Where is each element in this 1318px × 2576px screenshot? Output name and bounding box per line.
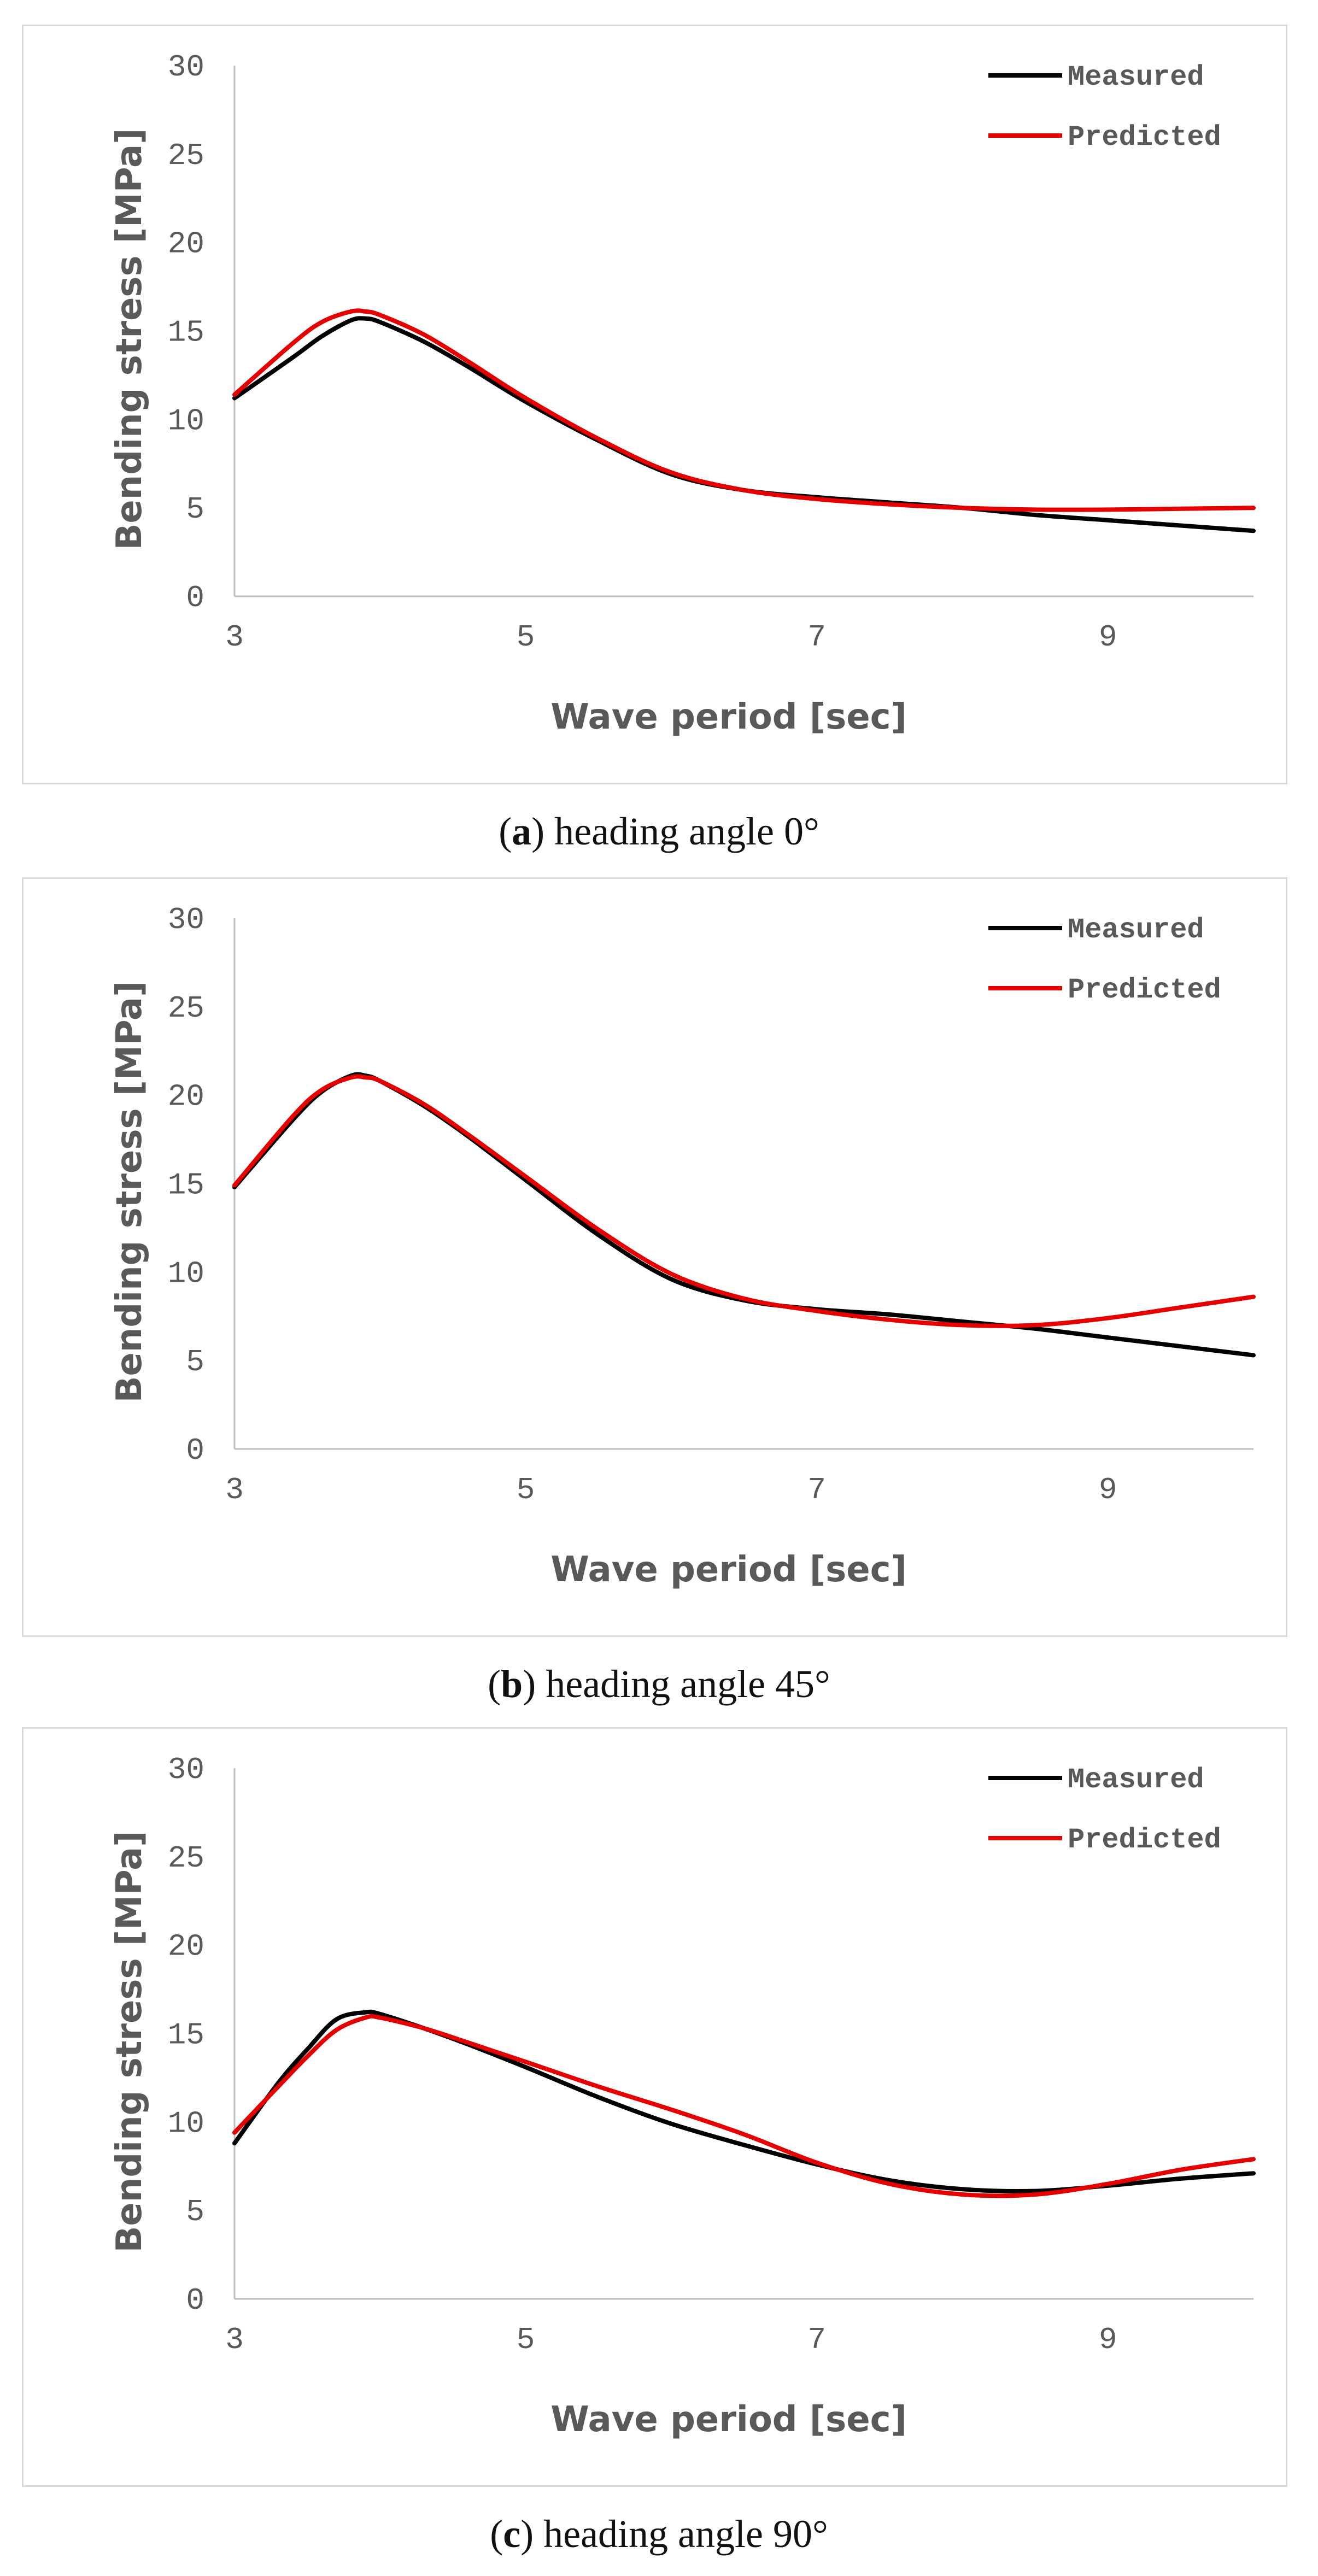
caption-c: (c) heading angle 90° <box>490 2512 828 2556</box>
chart-panel-a: 0 5 10 15 20 25 30 3 5 7 9 Wave period [sec] Bending… <box>22 25 1287 784</box>
y-tick-label: 25 <box>168 1841 204 1876</box>
chart-panel-c: 0 5 10 15 20 25 30 3 5 7 9 Wave period [sec] Bending… <box>22 1727 1287 2487</box>
x-tick-label: 7 <box>807 620 826 655</box>
x-tick-label: 3 <box>225 2322 244 2357</box>
y-tick-label: 20 <box>168 1079 204 1114</box>
caption-text-b: heading angle 45° <box>546 1662 830 1706</box>
y-tick-label: 25 <box>168 138 204 173</box>
y-axis-title: Bending stress [MPa] <box>109 981 150 1403</box>
y-tick-label: 25 <box>168 991 204 1026</box>
y-tick-label: 5 <box>186 2194 204 2229</box>
legend-label-predicted: Predicted <box>1068 121 1221 154</box>
x-tick-label: 9 <box>1099 1472 1117 1507</box>
y-tick-label: 15 <box>168 315 204 350</box>
caption-a: (a) heading angle 0° <box>499 809 819 853</box>
x-tick-label: 3 <box>225 1472 244 1507</box>
y-tick-label: 0 <box>186 1433 204 1468</box>
y-tick-label: 10 <box>168 2106 204 2141</box>
legend-label-measured: Measured <box>1068 1764 1204 1796</box>
series-line-predicted <box>232 308 1256 512</box>
y-tick-label: 0 <box>186 580 204 615</box>
series-line-predicted <box>232 2014 1256 2198</box>
series-line-measured <box>232 2009 1256 2193</box>
y-axis-title: Bending stress [MPa] <box>109 1831 150 2253</box>
legend-label-measured: Measured <box>1068 914 1204 946</box>
x-axis-title: Wave period [sec] <box>550 2399 907 2440</box>
caption-label-a: a <box>512 809 532 853</box>
y-tick-label: 0 <box>186 2283 204 2318</box>
y-tick-label: 10 <box>168 1256 204 1291</box>
y-tick-label: 5 <box>186 492 204 527</box>
x-tick-label: 9 <box>1099 620 1117 655</box>
legend-label-measured: Measured <box>1068 61 1204 93</box>
caption-text-a: heading angle 0° <box>554 809 819 853</box>
x-tick-label: 9 <box>1099 2322 1117 2357</box>
x-axis-title: Wave period [sec] <box>550 697 907 737</box>
caption-b: (b) heading angle 45° <box>488 1662 830 1706</box>
chart-panel-b: 0 5 10 15 20 25 30 3 5 7 9 Wave period [sec] Bending… <box>22 877 1287 1637</box>
y-tick-label: 30 <box>168 902 204 937</box>
y-tick-label: 30 <box>168 1752 204 1787</box>
y-tick-label: 15 <box>168 2018 204 2053</box>
x-tick-label: 3 <box>225 620 244 655</box>
y-tick-label: 20 <box>168 1929 204 1964</box>
legend-label-predicted: Predicted <box>1068 1824 1221 1856</box>
series-line-predicted <box>232 1074 1256 1328</box>
series-line-measured <box>232 316 1256 533</box>
series-line-measured <box>232 1072 1256 1358</box>
y-tick-label: 5 <box>186 1345 204 1380</box>
x-tick-label: 7 <box>807 2322 826 2357</box>
caption-label-c: c <box>503 2512 521 2556</box>
x-axis-title: Wave period [sec] <box>550 1550 907 1590</box>
y-tick-label: 20 <box>168 227 204 262</box>
y-tick-label: 15 <box>168 1168 204 1203</box>
y-tick-label: 30 <box>168 50 204 85</box>
y-tick-label: 10 <box>168 403 204 438</box>
y-axis-title: Bending stress [MPa] <box>109 128 150 550</box>
caption-text-c: heading angle 90° <box>543 2512 828 2556</box>
x-tick-label: 5 <box>517 1472 535 1507</box>
x-tick-label: 7 <box>807 1472 826 1507</box>
legend-label-predicted: Predicted <box>1068 974 1221 1006</box>
x-tick-label: 5 <box>517 620 535 655</box>
caption-label-b: b <box>501 1662 523 1706</box>
x-tick-label: 5 <box>517 2322 535 2357</box>
